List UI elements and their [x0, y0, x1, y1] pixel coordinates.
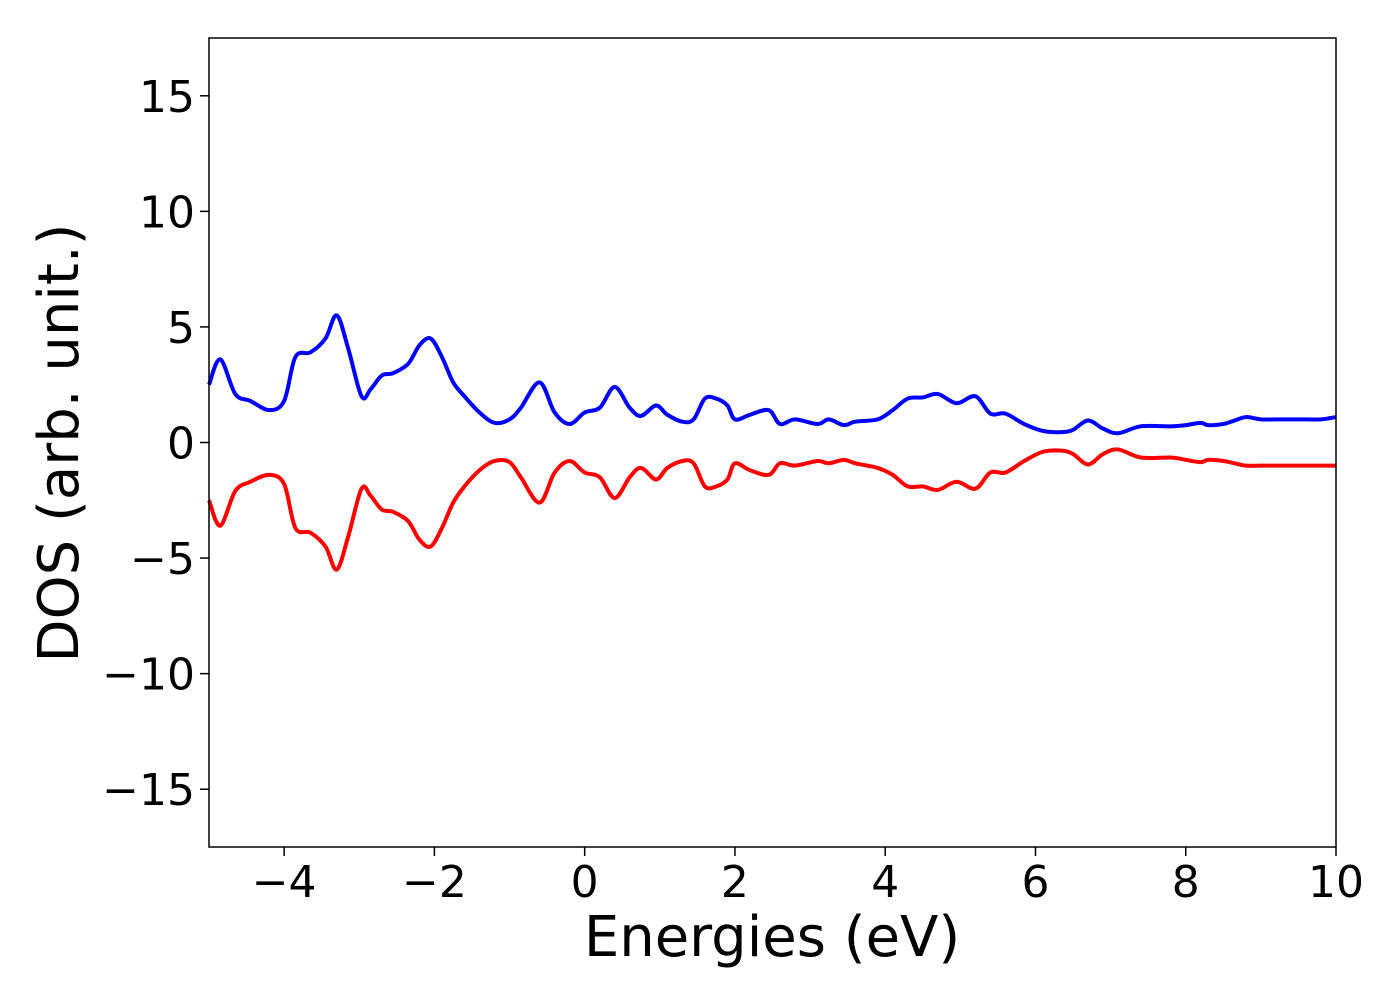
y-tick-label: −5 — [130, 534, 195, 585]
plot-frame — [208, 37, 1337, 848]
y-tick-label: 0 — [167, 419, 195, 470]
y-tick-label: −15 — [102, 765, 195, 816]
x-tick-label: 2 — [721, 857, 749, 908]
x-tick-label: −2 — [402, 857, 467, 908]
ticks-layer: −4 −2 0 2 4 6 8 10 15 10 5 0 −5 −10 −15 — [102, 72, 1364, 908]
x-tick-label: 4 — [871, 857, 899, 908]
y-tick-label: 10 — [139, 187, 195, 238]
y-tick-label: 5 — [167, 303, 195, 354]
x-tick-label: 10 — [1308, 857, 1364, 908]
x-tick-label: −4 — [252, 857, 317, 908]
y-axis-label: DOS (arb. unit.) — [27, 223, 92, 662]
x-tick-label: 8 — [1172, 857, 1200, 908]
y-tick-label: −10 — [102, 650, 195, 701]
x-tick-label: 0 — [571, 857, 599, 908]
series-layer — [207, 313, 1337, 572]
y-tick-label: 15 — [139, 72, 195, 123]
dos-series-line-1 — [207, 313, 1337, 436]
x-axis-label: Energies (eV) — [584, 905, 960, 970]
x-tick-label: 6 — [1021, 857, 1049, 908]
dos-series-line-2 — [207, 447, 1336, 572]
